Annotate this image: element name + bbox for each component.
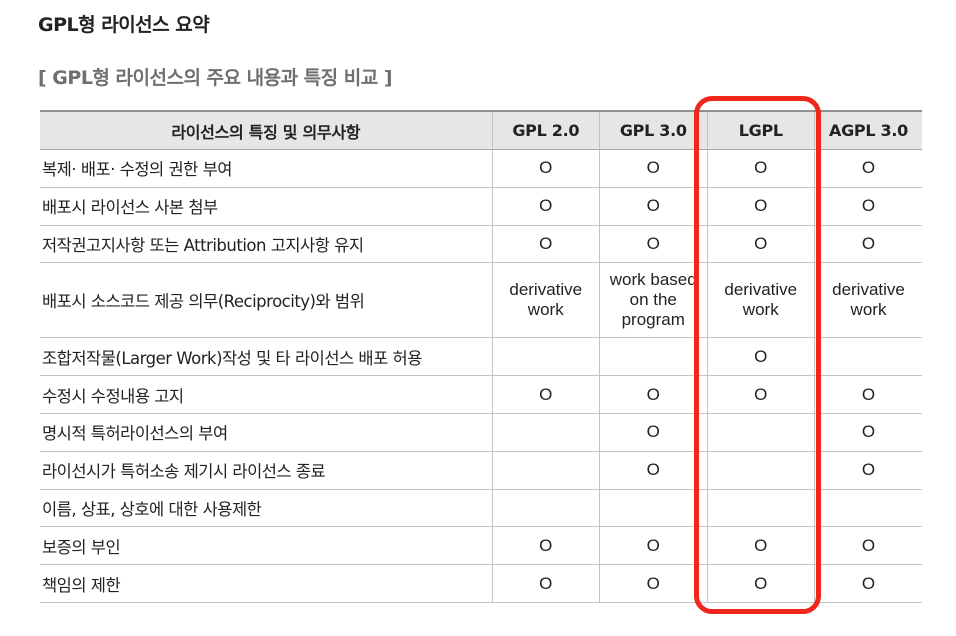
lgpl-cell: O [706, 187, 815, 226]
agpl3-cell: O [814, 413, 922, 452]
feature-cell: 책임의 제한 [40, 564, 492, 603]
agpl3-cell [814, 337, 922, 377]
feature-cell: 라이선시가 특허소송 제기시 라이선스 종료 [40, 451, 492, 490]
lgpl-cell: O [706, 526, 815, 566]
gpl2-cell: O [491, 564, 600, 603]
lgpl-cell: O [706, 375, 815, 414]
agpl3-cell [814, 489, 922, 528]
table-caption: [ GPL형 라이선스의 주요 내용과 특징 비교 ] [38, 67, 393, 89]
agpl3-cell: O [814, 375, 922, 414]
table-header-row: 라이선스의 특징 및 의무사항 GPL 2.0 GPL 3.0 LGPL AGP… [40, 110, 922, 150]
gpl3-cell [599, 337, 707, 377]
gpl3-cell: O [599, 375, 707, 414]
feature-cell: 배포시 라이선스 사본 첨부 [40, 187, 492, 226]
agpl3-cell: O [814, 225, 922, 264]
page-title: GPL형 라이선스 요약 [38, 14, 210, 36]
gpl2-cell: O [491, 526, 600, 566]
table-row: 보증의 부인 O O O O [40, 526, 922, 566]
header-feature: 라이선스의 특징 및 의무사항 [40, 110, 492, 150]
table-row: 저작권고지사항 또는 Attribution 고지사항 유지 O O O O [40, 225, 922, 264]
table-row: 조합저작물(Larger Work)작성 및 타 라이선스 배포 허용 O [40, 337, 922, 377]
feature-cell: 복제· 배포· 수정의 권한 부여 [40, 149, 492, 188]
agpl3-cell: O [814, 187, 922, 226]
table-row: 명시적 특허라이선스의 부여 O O [40, 413, 922, 452]
table-row: 라이선시가 특허소송 제기시 라이선스 종료 O O [40, 451, 922, 490]
header-gpl3: GPL 3.0 [599, 110, 707, 150]
agpl3-cell: O [814, 526, 922, 566]
gpl3-cell [599, 489, 707, 528]
table-row: 배포시 소스코드 제공 의무(Reciprocity)와 범위 derivati… [40, 262, 922, 339]
feature-cell: 보증의 부인 [40, 526, 492, 566]
lgpl-cell: O [706, 564, 815, 603]
agpl3-cell: O [814, 149, 922, 188]
header-agpl3: AGPL 3.0 [814, 110, 922, 150]
gpl3-cell: O [599, 225, 707, 264]
gpl2-cell [491, 489, 600, 528]
feature-cell: 이름, 상표, 상호에 대한 사용제한 [40, 489, 492, 528]
gpl3-cell: O [599, 413, 707, 452]
license-comparison-table: 라이선스의 특징 및 의무사항 GPL 2.0 GPL 3.0 LGPL AGP… [40, 110, 922, 603]
gpl3-cell: work based on the program [599, 262, 707, 339]
gpl3-cell: O [599, 451, 707, 490]
gpl2-cell [491, 451, 600, 490]
gpl3-scope-text: work based on the program [609, 270, 697, 330]
gpl2-cell: O [491, 187, 600, 226]
gpl2-cell: O [491, 225, 600, 264]
lgpl-scope-text: derivative work [724, 280, 798, 320]
gpl3-cell: O [599, 564, 707, 603]
lgpl-cell: O [706, 337, 815, 377]
table-row: 책임의 제한 O O O O [40, 564, 922, 603]
header-lgpl: LGPL [706, 110, 815, 150]
gpl3-cell: O [599, 187, 707, 226]
gpl3-cell: O [599, 526, 707, 566]
table-row: 배포시 라이선스 사본 첨부 O O O O [40, 187, 922, 226]
feature-cell: 조합저작물(Larger Work)작성 및 타 라이선스 배포 허용 [40, 337, 492, 377]
lgpl-cell: O [706, 149, 815, 188]
agpl3-scope-text: derivative work [832, 280, 905, 320]
agpl3-cell: O [814, 564, 922, 603]
feature-cell: 명시적 특허라이선스의 부여 [40, 413, 492, 452]
lgpl-cell [706, 451, 815, 490]
lgpl-cell: derivative work [706, 262, 815, 339]
feature-cell: 저작권고지사항 또는 Attribution 고지사항 유지 [40, 225, 492, 264]
gpl2-cell [491, 337, 600, 377]
gpl2-cell: O [491, 375, 600, 414]
gpl2-cell: O [491, 149, 600, 188]
lgpl-cell [706, 413, 815, 452]
header-gpl2: GPL 2.0 [491, 110, 600, 150]
gpl2-cell [491, 413, 600, 452]
lgpl-cell [706, 489, 815, 528]
gpl2-cell: derivative work [491, 262, 600, 339]
agpl3-cell: derivative work [814, 262, 922, 339]
gpl2-scope-text: derivative work [509, 280, 583, 320]
gpl3-cell: O [599, 149, 707, 188]
feature-cell: 배포시 소스코드 제공 의무(Reciprocity)와 범위 [40, 262, 492, 339]
agpl3-cell: O [814, 451, 922, 490]
table-row: 수정시 수정내용 고지 O O O O [40, 375, 922, 414]
lgpl-cell: O [706, 225, 815, 264]
table-row: 복제· 배포· 수정의 권한 부여 O O O O [40, 149, 922, 188]
table-row: 이름, 상표, 상호에 대한 사용제한 [40, 489, 922, 528]
feature-cell: 수정시 수정내용 고지 [40, 375, 492, 414]
